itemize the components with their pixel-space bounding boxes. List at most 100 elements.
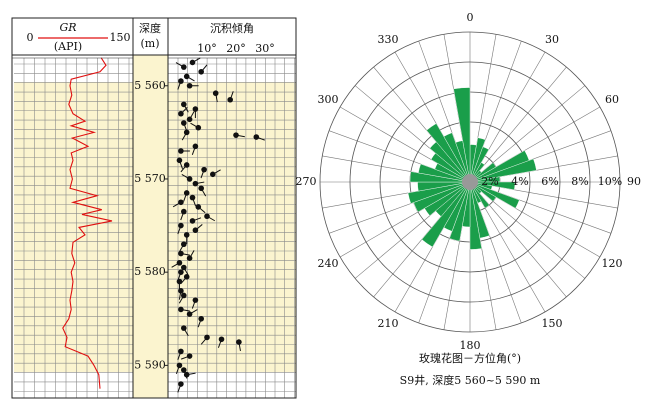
angle-label: 300 — [317, 93, 338, 106]
angle-label: 240 — [317, 257, 338, 270]
tadpole-head — [189, 194, 196, 201]
tadpole — [189, 57, 201, 66]
r-tick-label: 2% — [481, 175, 498, 188]
tadpole-head — [253, 134, 260, 140]
angle-label: 150 — [542, 317, 563, 330]
tadpole — [195, 204, 206, 214]
tadpole-head — [195, 204, 202, 210]
rose-wedge — [421, 181, 471, 248]
y-tick-label: 5 570 — [134, 172, 166, 185]
ring — [349, 61, 591, 303]
y-tick-label: 5 590 — [134, 358, 166, 371]
r-tick-label: 4% — [511, 175, 528, 188]
rose-subtitle: S9井, 深度5 560~5 590 m — [400, 373, 541, 387]
tadpole — [183, 73, 195, 82]
rose-wedge — [449, 181, 471, 242]
tadpole-head — [186, 176, 193, 182]
tadpole — [181, 264, 189, 276]
tadpole-head — [195, 124, 202, 131]
track-title: 沉积倾角 — [210, 22, 254, 35]
tadpole-head — [178, 222, 184, 229]
tadpole — [204, 213, 216, 222]
rose-wedge — [469, 181, 497, 202]
tadpole — [178, 250, 190, 257]
tadpole — [172, 199, 184, 208]
tadpole — [183, 232, 190, 244]
x-tick-label: 0 — [27, 31, 34, 44]
tadpole — [181, 325, 189, 337]
tadpole-head — [212, 90, 219, 97]
tadpole — [181, 174, 193, 182]
x-tick-label: 30° — [255, 42, 275, 55]
tadpole — [192, 180, 205, 187]
tadpole — [198, 64, 208, 75]
tadpole — [183, 190, 190, 202]
rose-wedge — [469, 181, 490, 209]
ring — [319, 31, 621, 333]
rose-title: 玫瑰花图－方位角(°) — [419, 351, 521, 365]
angle-label: 180 — [460, 339, 481, 352]
zone-fill — [14, 82, 133, 372]
tadpole — [212, 90, 219, 103]
x-tick-label: 150 — [110, 31, 131, 44]
tadpole — [189, 194, 197, 207]
tadpole — [236, 339, 242, 352]
tadpole-head — [186, 353, 193, 359]
tadpole — [171, 260, 183, 268]
tadpole-head — [227, 96, 233, 103]
tadpole — [192, 106, 199, 119]
r-tick-label: 8% — [571, 175, 588, 188]
tadpole-head — [178, 250, 184, 257]
tadpole-head — [181, 101, 187, 108]
tadpole-head — [176, 278, 183, 285]
rose-wedge — [426, 123, 471, 183]
tadpole-head — [181, 325, 187, 331]
tadpole — [180, 162, 190, 173]
tadpole — [178, 288, 184, 300]
tadpole-head — [236, 339, 242, 345]
tadpole-head — [233, 132, 239, 138]
tadpole — [192, 224, 203, 234]
zone-fill — [168, 82, 296, 372]
tadpole — [181, 129, 190, 141]
tadpole — [210, 169, 221, 178]
r-tick-label: 6% — [541, 175, 558, 188]
depth-track-bg — [133, 55, 168, 398]
tadpole — [189, 217, 202, 224]
tadpole — [186, 309, 198, 317]
tadpole-head — [178, 348, 184, 355]
tadpole-head — [192, 106, 199, 112]
tadpole-head — [181, 292, 187, 299]
tadpole — [177, 222, 184, 235]
rose-wedge — [407, 181, 471, 204]
tadpole — [177, 348, 184, 361]
tadpole — [197, 315, 204, 328]
tadpole — [200, 334, 210, 345]
tadpole-head — [183, 162, 190, 168]
frame-border — [11, 17, 297, 399]
tadpole-head — [178, 288, 184, 294]
tadpole-head — [181, 367, 187, 373]
x-axis-label: (API) — [54, 40, 82, 53]
tadpole-head — [181, 264, 187, 271]
tadpole-head — [198, 68, 204, 75]
tadpole-head — [178, 199, 184, 206]
tadpole-head — [192, 227, 199, 234]
tadpole — [191, 297, 199, 309]
tadpole-head — [186, 116, 193, 123]
rose-wedge — [469, 181, 482, 250]
tadpole — [233, 132, 245, 138]
rose-wedge — [453, 87, 471, 183]
tadpole-head — [186, 255, 193, 261]
tadpole — [186, 82, 199, 89]
tadpole — [190, 122, 202, 131]
tadpole — [180, 208, 187, 221]
tadpole-head — [186, 311, 193, 317]
tadpole-head — [189, 59, 196, 66]
y-axis-label: 深度 — [139, 21, 161, 35]
tadpole — [175, 362, 183, 375]
gr-curve — [62, 57, 113, 389]
angle-label: 60 — [605, 93, 619, 106]
r-tick-label: 10% — [598, 175, 622, 188]
tadpole — [198, 185, 207, 197]
